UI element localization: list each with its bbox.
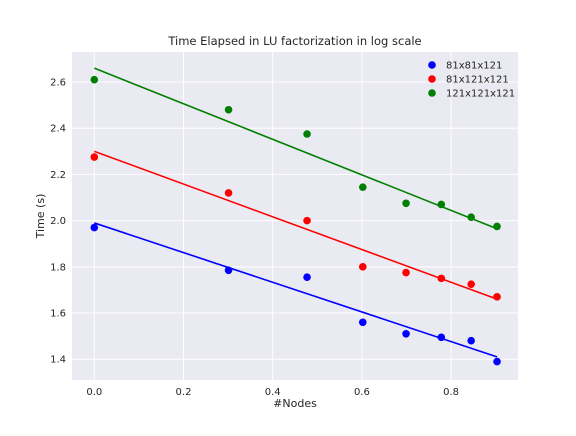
data-point-series-0 [303, 273, 311, 282]
data-point-series-2 [467, 213, 475, 221]
chart-title: Time Elapsed in LU factorization in log … [167, 34, 421, 48]
data-point-series-1 [303, 216, 311, 225]
data-point-series-2 [437, 200, 446, 209]
data-point-series-1 [224, 189, 233, 197]
x-tick-labels: 0.0 0.2 0.4 0.6 0.8 [86, 387, 459, 398]
data-point-series-2 [303, 130, 311, 138]
legend: 81x81x121 81x121x121 121x121x121 [428, 61, 515, 100]
data-point-series-1 [358, 263, 367, 271]
x-tick-label: 0.6 [354, 387, 370, 398]
y-tick-label: 1.4 [50, 355, 66, 366]
legend-label: 81x121x121 [446, 75, 509, 86]
data-points [90, 75, 501, 366]
y-axis-label: Time (s) [34, 194, 47, 240]
x-axis-label: #Nodes [273, 397, 317, 410]
data-point-series-2 [493, 222, 501, 231]
legend-marker [428, 61, 436, 69]
y-tick-label: 2.6 [50, 78, 66, 89]
data-point-series-2 [224, 105, 233, 114]
y-tick-label: 2.0 [50, 216, 66, 227]
legend-marker [428, 89, 436, 97]
data-point-series-1 [437, 274, 446, 283]
x-tick-label: 0.8 [443, 387, 459, 398]
legend-label: 81x81x121 [446, 61, 502, 72]
y-tick-label: 2.2 [50, 170, 66, 181]
data-point-series-2 [402, 199, 410, 208]
data-point-series-1 [402, 268, 410, 277]
data-point-series-0 [402, 330, 410, 338]
y-tick-label: 1.6 [50, 309, 66, 320]
y-tick-label: 1.8 [50, 262, 66, 273]
fit-line-series-1 [94, 150, 498, 300]
legend-marker [428, 75, 436, 83]
data-point-series-0 [437, 333, 446, 342]
fit-line-series-2 [94, 67, 498, 230]
data-point-series-2 [358, 183, 367, 191]
data-point-series-0 [358, 318, 367, 327]
data-point-series-1 [467, 280, 475, 288]
y-tick-labels: 1.4 1.6 1.8 2.0 2.2 2.4 2.6 [50, 78, 66, 366]
fit-line-series-0 [94, 222, 498, 358]
plot-background [72, 52, 518, 380]
legend-label: 121x121x121 [446, 89, 515, 100]
data-point-series-1 [90, 153, 99, 161]
data-point-series-1 [493, 293, 501, 301]
x-tick-label: 0.4 [265, 387, 281, 398]
data-point-series-0 [90, 223, 99, 232]
data-point-series-0 [467, 336, 475, 345]
fit-lines [94, 67, 498, 358]
x-tick-label: 0.0 [86, 387, 102, 398]
data-point-series-0 [224, 266, 233, 275]
y-tick-label: 2.4 [50, 124, 66, 135]
data-point-series-0 [493, 357, 501, 366]
x-tick-label: 0.2 [176, 387, 192, 398]
data-point-series-2 [90, 75, 99, 84]
